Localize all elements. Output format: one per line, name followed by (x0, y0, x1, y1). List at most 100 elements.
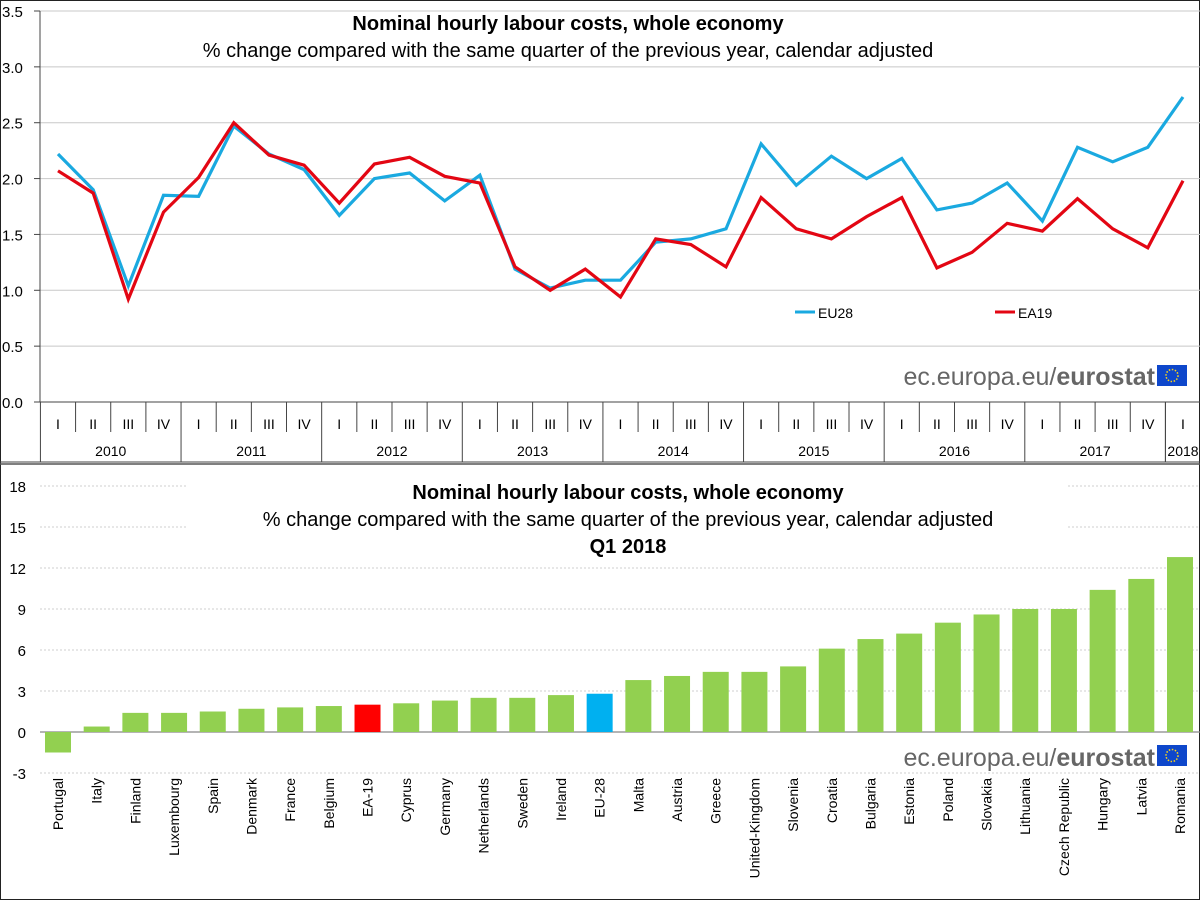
bottom-y-tick-label: 6 (18, 643, 26, 660)
source-brand: eurostat (1056, 363, 1155, 391)
quarter-label: II (652, 416, 660, 432)
top-chart-subtitle: % change compared with the same quarter … (203, 40, 933, 62)
quarter-label: II (89, 416, 97, 432)
bottom-y-tick-label: 12 (9, 561, 26, 578)
category-label: Poland (940, 778, 956, 822)
legend-label-ea19: EA19 (1018, 305, 1052, 321)
category-label: Finland (127, 778, 143, 824)
bar-hungary (1089, 589, 1116, 732)
category-label: Belgium (321, 778, 337, 829)
bottom-chart-period: Q1 2018 (590, 536, 667, 558)
bar-france (277, 707, 304, 732)
top-y-tick-label: 1.0 (2, 283, 23, 300)
quarter-label: IV (579, 416, 593, 432)
category-label: Slovakia (979, 778, 995, 831)
source-prefix: ec.europa.eu/ (903, 363, 1056, 391)
bar-germany (431, 700, 458, 732)
bar-croatia (818, 648, 845, 732)
year-label: 2017 (1080, 443, 1111, 459)
quarter-label: II (371, 416, 379, 432)
category-label: Malta (630, 778, 646, 812)
top-y-tick-label: 0.0 (2, 395, 23, 412)
bottom-bars (45, 557, 1193, 753)
top-y-tick-label: 2.0 (2, 172, 23, 189)
quarter-label: III (685, 416, 697, 432)
bar-italy (83, 726, 110, 732)
category-label: Slovenia (785, 778, 801, 832)
bar-bulgaria (857, 639, 884, 732)
quarter-label: I (56, 416, 60, 432)
quarter-label: II (511, 416, 519, 432)
svg-text:ec.europa.eu/eurostat: ec.europa.eu/eurostat (903, 744, 1155, 772)
category-label: Netherlands (476, 778, 492, 854)
category-label: Denmark (243, 777, 259, 835)
bottom-y-tick-label: 3 (18, 684, 26, 701)
quarter-label: I (759, 416, 763, 432)
year-label: 2013 (517, 443, 548, 459)
eu-flag-icon (1157, 745, 1187, 766)
category-label: Cyprus (398, 778, 414, 822)
category-label: Bulgaria (862, 778, 878, 830)
quarter-label: III (544, 416, 556, 432)
year-label: 2010 (95, 443, 126, 459)
bottom-chart-title: Nominal hourly labour costs, whole econo… (412, 482, 844, 504)
bottom-y-tick-label: 18 (9, 479, 26, 496)
bottom-y-tick-label: 15 (9, 520, 26, 537)
category-label: Luxembourg (166, 778, 182, 856)
category-label: EU-28 (592, 778, 608, 818)
bar-malta (625, 680, 652, 732)
quarter-label: II (933, 416, 941, 432)
bar-czech-republic (1050, 609, 1077, 732)
bar-greece (702, 671, 729, 732)
category-label: Spain (205, 778, 221, 814)
bottom-source-logo: ec.europa.eu/eurostat (903, 744, 1187, 772)
quarter-label: I (619, 416, 623, 432)
top-x-axis: I II III IV I II III IV I II III IV I II III IV I II III IV… (0, 401, 1200, 463)
category-label: Germany (437, 778, 453, 836)
category-label: Ireland (553, 778, 569, 821)
top-series (56, 96, 1185, 304)
quarter-label: II (792, 416, 800, 432)
category-label: Estonia (901, 778, 917, 825)
year-label: 2016 (939, 443, 970, 459)
bar-romania (1167, 557, 1193, 732)
eu-stars-icon (1165, 368, 1179, 383)
top-source-logo: ec.europa.eu/eurostat (903, 363, 1187, 391)
top-y-tick-label: 1.5 (2, 227, 23, 244)
top-y-tick-label: 3.5 (2, 4, 23, 21)
top-y-tick-label: 3.0 (2, 60, 23, 77)
category-label: Austria (669, 778, 685, 822)
category-label: United-Kingdom (746, 778, 762, 878)
bottom-y-tick-label: -3 (13, 766, 26, 783)
bar-belgium (315, 706, 342, 732)
category-label: Greece (708, 778, 724, 824)
quarter-label: I (1040, 416, 1044, 432)
bar-eu-28 (586, 693, 613, 732)
quarter-label: IV (297, 416, 311, 432)
bar-netherlands (470, 697, 497, 732)
svg-text:ec.europa.eu/eurostat: ec.europa.eu/eurostat (903, 363, 1155, 391)
bar-united-kingdom (741, 671, 768, 732)
quarter-label: III (122, 416, 134, 432)
year-label: 2014 (658, 443, 689, 459)
quarter-label: IV (1141, 416, 1155, 432)
quarter-label: IV (157, 416, 171, 432)
quarter-label: II (230, 416, 238, 432)
series-line-eu28 (56, 96, 1185, 291)
category-label: Portugal (50, 778, 66, 830)
category-label: Sweden (514, 778, 530, 829)
year-label: 2012 (376, 443, 407, 459)
legend-label-eu28: EU28 (818, 305, 853, 321)
bar-spain (199, 711, 226, 732)
series-line-ea19 (57, 120, 1185, 304)
category-label: France (282, 778, 298, 822)
quarter-label: IV (438, 416, 452, 432)
top-y-axis: 0.0 0.5 1.0 1.5 2.0 2.5 3.0 3.5 (2, 4, 41, 412)
bottom-y-tick-label: 9 (18, 602, 26, 619)
bar-slovakia (973, 614, 1000, 732)
bottom-chart-subtitle: % change compared with the same quarter … (263, 509, 993, 531)
quarter-label: III (263, 416, 275, 432)
category-label: Lithuania (1017, 778, 1033, 835)
eu-stars-icon (1165, 748, 1179, 763)
